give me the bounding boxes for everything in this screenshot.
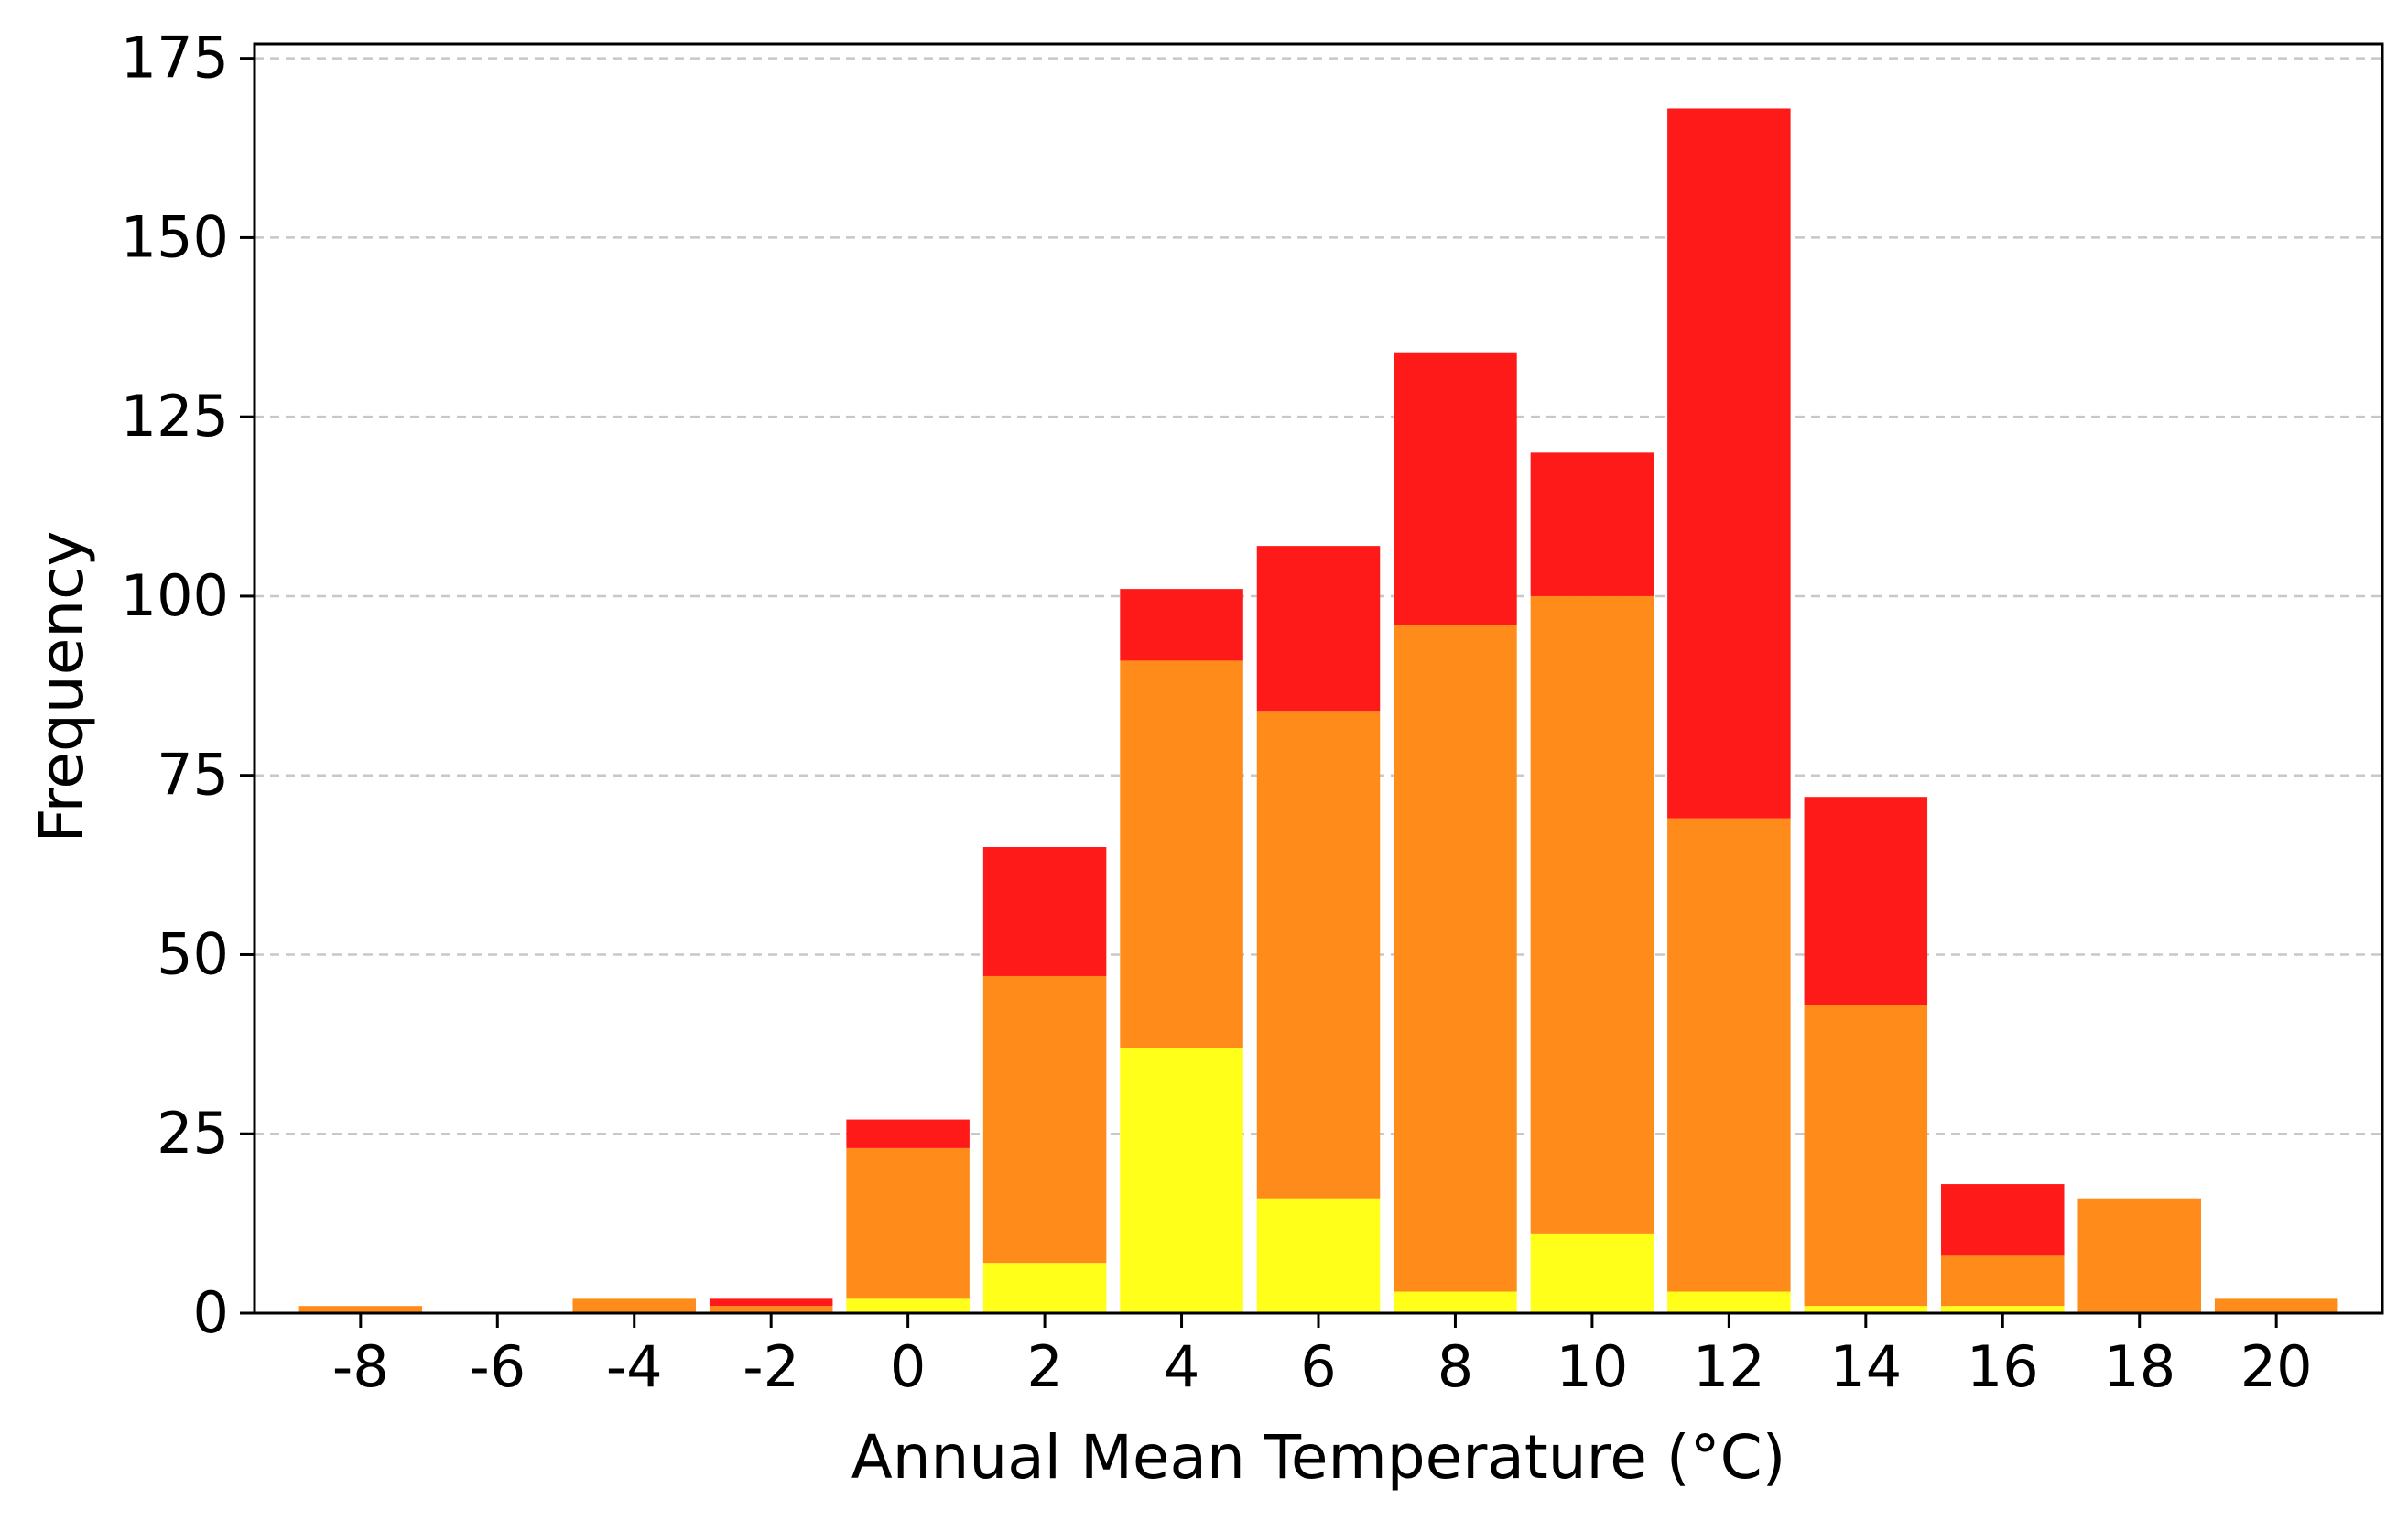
bar-segment [846, 1298, 970, 1313]
x-tick-label: 16 [1967, 1333, 2039, 1400]
bar-segment [1804, 1306, 1928, 1313]
x-tick-label: 18 [2103, 1333, 2175, 1400]
bar-segment [1120, 660, 1243, 1048]
y-axis-title: Frequency [27, 531, 97, 843]
bar-segment [572, 1298, 696, 1313]
bar-segment [1530, 595, 1654, 1234]
bar-segment [2214, 1298, 2338, 1313]
x-tick-label: -4 [606, 1333, 663, 1400]
bar-segment [1394, 625, 1517, 1292]
bar-segment [1530, 452, 1654, 596]
bar-segment [1941, 1255, 2065, 1307]
y-tick-label: 125 [121, 383, 229, 450]
x-tick-label: 0 [890, 1333, 926, 1400]
bar-segment [709, 1298, 833, 1307]
bar-segment [1120, 1048, 1243, 1313]
bar-segment [1394, 1291, 1517, 1313]
x-axis-title: Annual Mean Temperature (°C) [851, 1422, 1786, 1493]
bar-segment [1804, 1005, 1928, 1307]
y-tick-label: 175 [121, 25, 229, 92]
y-tick-label: 0 [193, 1279, 229, 1346]
bar-segment [298, 1306, 423, 1313]
x-tick-label: -8 [332, 1333, 389, 1400]
bars [298, 108, 2338, 1313]
bar-segment [709, 1306, 833, 1313]
bar-segment [982, 847, 1107, 976]
bar-segment [2077, 1198, 2201, 1313]
y-tick-label: 25 [157, 1100, 229, 1167]
x-tick-label: 2 [1026, 1333, 1062, 1400]
bar-segment [1256, 1198, 1381, 1313]
x-tick-label: -2 [743, 1333, 799, 1400]
x-tick-label: 14 [1829, 1333, 1902, 1400]
bar-segment [846, 1119, 970, 1148]
x-tick-label: -6 [469, 1333, 526, 1400]
bar-segment [1667, 108, 1791, 819]
bar-segment [1530, 1233, 1654, 1313]
bar-segment [1941, 1184, 2065, 1256]
y-tick-label: 75 [157, 742, 229, 809]
bar-segment [1394, 352, 1517, 625]
x-tick-label: 4 [1164, 1333, 1199, 1400]
bar-segment [1120, 589, 1243, 661]
bar-segment [982, 975, 1107, 1264]
bar-segment [982, 1263, 1107, 1313]
x-tick-label: 6 [1300, 1333, 1336, 1400]
bar-segment [1256, 711, 1381, 1199]
x-tick-label: 20 [2240, 1333, 2313, 1400]
y-tick-label: 100 [121, 562, 229, 629]
y-tick-label: 150 [121, 203, 229, 270]
bar-segment [1804, 797, 1928, 1005]
bar-segment [1941, 1306, 2065, 1313]
bar-segment [1667, 1291, 1791, 1313]
x-tick-label: 12 [1693, 1333, 1765, 1400]
axes: 0 25 50 75 100 125 150 175 -8 -6 -4 -2 0 2 4 6 8 10 12 14 16… [121, 25, 2384, 1400]
bar-segment [846, 1147, 970, 1299]
x-tick-label: 8 [1437, 1333, 1473, 1400]
y-tick-label: 50 [157, 920, 229, 987]
bar-segment [1667, 818, 1791, 1292]
bar-segment [1256, 546, 1381, 712]
x-tick-label: 10 [1556, 1333, 1628, 1400]
